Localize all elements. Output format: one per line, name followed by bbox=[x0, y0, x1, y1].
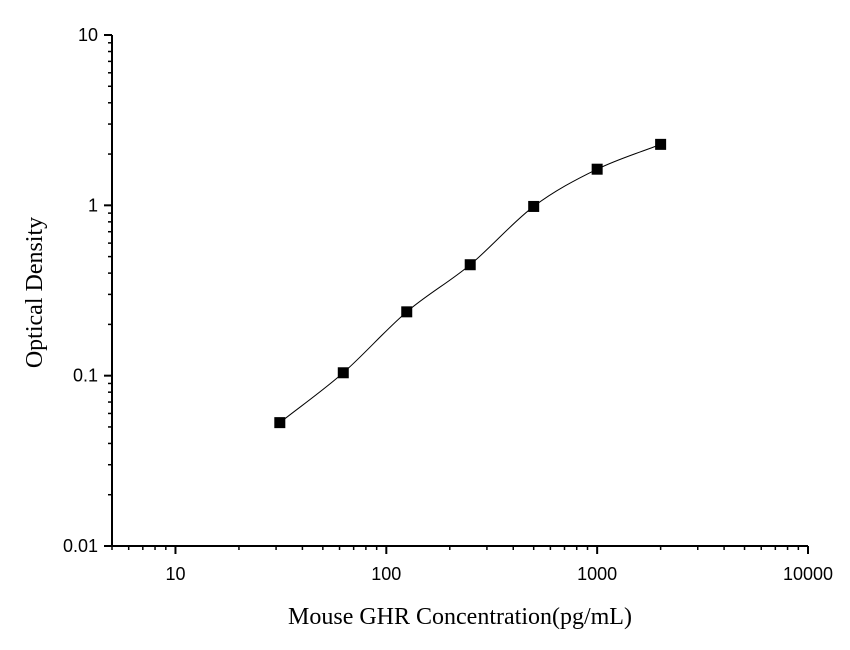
x-tick-labels: 10 100 1000 10000 bbox=[165, 564, 833, 584]
y-tick-label: 0.01 bbox=[63, 536, 98, 556]
data-point bbox=[337, 367, 349, 379]
x-tick-label: 100 bbox=[371, 564, 401, 584]
x-tick-label: 1000 bbox=[577, 564, 617, 584]
data-point bbox=[464, 259, 476, 271]
data-point bbox=[401, 306, 413, 318]
data-points bbox=[274, 138, 667, 429]
x-tick-label: 10 bbox=[165, 564, 185, 584]
y-tick-label: 0.1 bbox=[73, 366, 98, 386]
data-point bbox=[528, 200, 540, 212]
y-major-ticks bbox=[104, 34, 112, 547]
fit-curve bbox=[279, 143, 661, 424]
data-point bbox=[274, 417, 286, 429]
x-axis-title: Mouse GHR Concentration(pg/mL) bbox=[288, 604, 632, 630]
y-tick-label: 1 bbox=[88, 195, 98, 215]
y-tick-labels: 0.01 0.1 1 10 bbox=[63, 25, 98, 556]
data-point bbox=[591, 163, 603, 175]
y-tick-label: 10 bbox=[78, 25, 98, 45]
x-tick-label: 10000 bbox=[783, 564, 833, 584]
y-axis-title: Optical Density bbox=[22, 217, 48, 368]
data-point bbox=[655, 138, 667, 150]
x-major-ticks bbox=[174, 546, 809, 554]
